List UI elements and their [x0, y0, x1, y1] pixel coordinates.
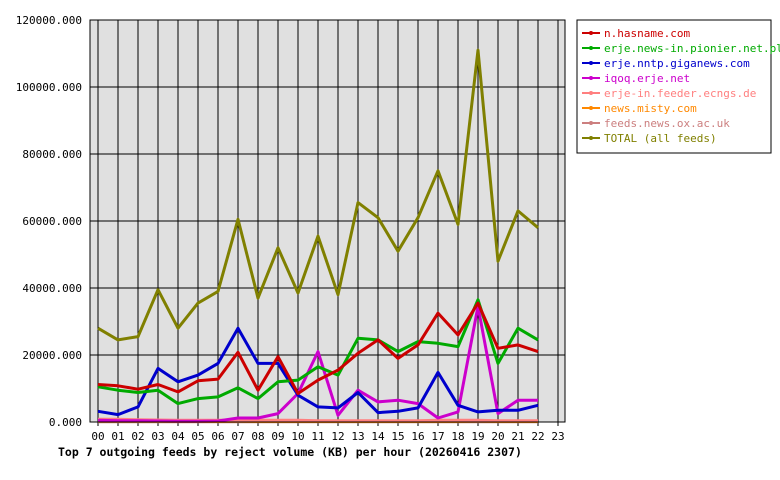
y-tick-label: 80000.000	[22, 148, 82, 161]
y-tick-label: 60000.000	[22, 215, 82, 228]
x-tick-label: 10	[291, 430, 304, 443]
legend-marker	[589, 136, 593, 140]
x-tick-label: 13	[351, 430, 364, 443]
legend-marker	[589, 91, 593, 95]
x-tick-label: 18	[451, 430, 464, 443]
legend-items: n.hasname.com erje.news-in.pionier.net.pl…	[582, 27, 780, 145]
x-tick-label: 17	[431, 430, 444, 443]
series-line	[97, 304, 538, 423]
y-axis-ticks: 0.000 20000.000 40000.000 60000.000 80000.00…	[16, 14, 82, 429]
x-tick-label: 00	[91, 430, 104, 443]
legend-marker	[589, 106, 593, 110]
x-tick-label: 03	[151, 430, 164, 443]
x-tick-label: 14	[371, 430, 385, 443]
legend-marker	[589, 76, 593, 80]
y-tick-label: 120000.000	[16, 14, 82, 27]
x-tick-label: 11	[311, 430, 324, 443]
series-line	[97, 301, 539, 395]
x-tick-label: 09	[271, 430, 284, 443]
legend-label: erje.nntp.giganews.com	[604, 57, 750, 70]
x-tick-label: 12	[331, 430, 344, 443]
legend-label: feeds.news.ox.ac.uk	[604, 117, 730, 130]
y-tick-label: 40000.000	[22, 282, 82, 295]
legend: n.hasname.com erje.news-in.pionier.net.pl…	[576, 19, 780, 154]
legend-marker	[589, 61, 593, 65]
x-tick-label: 22	[531, 430, 544, 443]
y-tick-label: 0.000	[49, 416, 82, 429]
x-tick-label: 05	[191, 430, 204, 443]
x-tick-label: 08	[251, 430, 264, 443]
x-tick-label: 19	[471, 430, 484, 443]
x-tick-label: 23	[551, 430, 564, 443]
legend-label: news.misty.com	[604, 102, 697, 115]
x-tick-label: 04	[171, 430, 185, 443]
chart-title: Top 7 outgoing feeds by reject volume (K…	[58, 445, 522, 459]
legend-label: iqoq.erje.net	[604, 72, 690, 85]
legend-label: TOTAL (all feeds)	[604, 132, 717, 145]
series-line	[97, 298, 539, 406]
y-tick-label: 100000.000	[16, 81, 82, 94]
y-tick-label: 20000.000	[22, 349, 82, 362]
x-tick-label: 07	[231, 430, 244, 443]
legend-marker	[589, 46, 593, 50]
legend-label: n.hasname.com	[604, 27, 690, 40]
x-tick-label: 06	[211, 430, 224, 443]
legend-label: erje-in.feeder.ecngs.de	[604, 87, 756, 100]
x-axis-ticks: 00 01 02 03 04 05 06 07 08 09 10 11 12 13 14 15 16 17 18 19…	[91, 422, 565, 443]
x-tick-label: 01	[111, 430, 124, 443]
legend-label: erje.news-in.pionier.net.pl	[604, 42, 780, 55]
x-tick-label: 21	[511, 430, 524, 443]
plot-border	[89, 19, 566, 423]
x-tick-label: 16	[411, 430, 424, 443]
x-tick-label: 15	[391, 430, 404, 443]
legend-marker	[589, 31, 593, 35]
x-tick-label: 02	[131, 430, 144, 443]
legend-marker	[589, 121, 593, 125]
series-line	[97, 326, 539, 417]
legend-box	[576, 19, 772, 154]
x-tick-label: 20	[491, 430, 504, 443]
series-line	[97, 48, 539, 342]
